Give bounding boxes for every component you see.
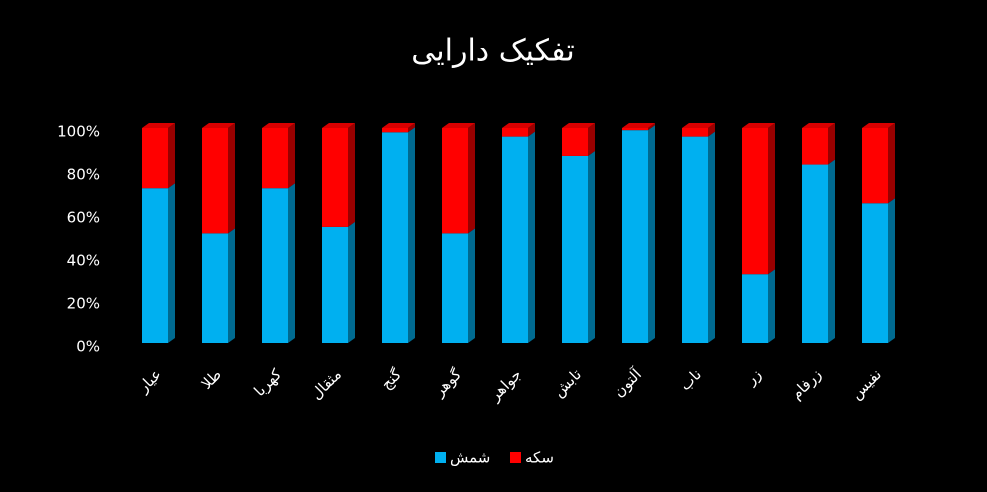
bar (202, 233, 228, 343)
bar-top (562, 123, 595, 128)
bar-top (382, 123, 415, 128)
bar-top (742, 123, 775, 128)
bar (562, 128, 588, 156)
bar-side (468, 123, 475, 234)
bar (862, 128, 888, 204)
bar-side (768, 123, 775, 275)
bar-top (862, 123, 895, 128)
x-tick-label: نفیس (847, 365, 885, 403)
bar-top (622, 123, 655, 128)
bar (262, 188, 288, 343)
x-tick-label: گوهر (430, 365, 466, 401)
y-tick-label: 0% (76, 338, 100, 356)
x-tick-label: گنج (377, 365, 405, 393)
x-tick-label: طلا (198, 365, 225, 392)
legend-label: سکه (525, 449, 554, 467)
x-tick-label: آلتون (610, 365, 646, 401)
bar (262, 128, 288, 189)
x-tick-label: زرفام (787, 365, 825, 403)
legend-swatch (510, 452, 521, 463)
bar (502, 136, 528, 343)
bar (562, 155, 588, 343)
bar-top (202, 123, 235, 128)
bar (682, 128, 708, 137)
bar-side (288, 123, 295, 189)
bar-side (648, 123, 655, 131)
bar-side (768, 269, 775, 343)
bar (142, 188, 168, 343)
bar-side (228, 123, 235, 234)
bar-side (528, 131, 535, 343)
bar-top (502, 123, 535, 128)
bar (502, 128, 528, 137)
bar (622, 130, 648, 343)
bar-side (168, 123, 175, 189)
bar (802, 128, 828, 165)
bar-side (468, 228, 475, 343)
bar (442, 233, 468, 343)
bar (382, 132, 408, 343)
bar-side (588, 123, 595, 156)
bar (742, 274, 768, 343)
bar (622, 128, 648, 131)
bar-top (322, 123, 355, 128)
x-tick-label: کهربا (250, 365, 285, 400)
x-tick-label: جواهر (485, 365, 525, 405)
bar-side (528, 123, 535, 137)
bar-side (828, 159, 835, 343)
bar-side (408, 127, 415, 343)
bar (202, 128, 228, 234)
bar-side (588, 150, 595, 343)
y-tick-label: 100% (57, 123, 100, 141)
bar (322, 226, 348, 343)
y-tick-label: 60% (67, 209, 100, 227)
bar-side (228, 228, 235, 343)
bar-side (888, 198, 895, 343)
y-tick-label: 20% (67, 295, 100, 313)
bar-side (708, 123, 715, 137)
x-tick-label: مثقال (307, 365, 345, 403)
bar-side (168, 183, 175, 343)
legend: شمش سکه (435, 449, 554, 467)
bar (442, 128, 468, 234)
x-tick-label: تابش (550, 365, 585, 400)
bar (682, 136, 708, 343)
bar-side (708, 131, 715, 343)
bar (382, 128, 408, 133)
bar-side (888, 123, 895, 204)
bar-side (348, 221, 355, 343)
bar-top (682, 123, 715, 128)
bar-top (802, 123, 835, 128)
bar-side (828, 123, 835, 165)
bar-top (142, 123, 175, 128)
x-tick-label: زر (741, 365, 765, 389)
bar-top (262, 123, 295, 128)
bar-side (288, 183, 295, 343)
x-tick-label: ناب (676, 365, 705, 394)
y-tick-label: 80% (67, 166, 100, 184)
bar-side (648, 125, 655, 344)
chart-title: تفکیک دارایی (411, 34, 574, 69)
bar (742, 128, 768, 275)
x-tick-label: عیار (134, 365, 165, 396)
bar (322, 128, 348, 227)
y-tick-label: 40% (67, 252, 100, 270)
legend-swatch (435, 452, 446, 463)
bar-side (348, 123, 355, 227)
bar (862, 203, 888, 343)
bar-side (408, 123, 415, 133)
bar-top (442, 123, 475, 128)
bar (142, 128, 168, 189)
bar (802, 164, 828, 343)
legend-label: شمش (450, 449, 490, 467)
